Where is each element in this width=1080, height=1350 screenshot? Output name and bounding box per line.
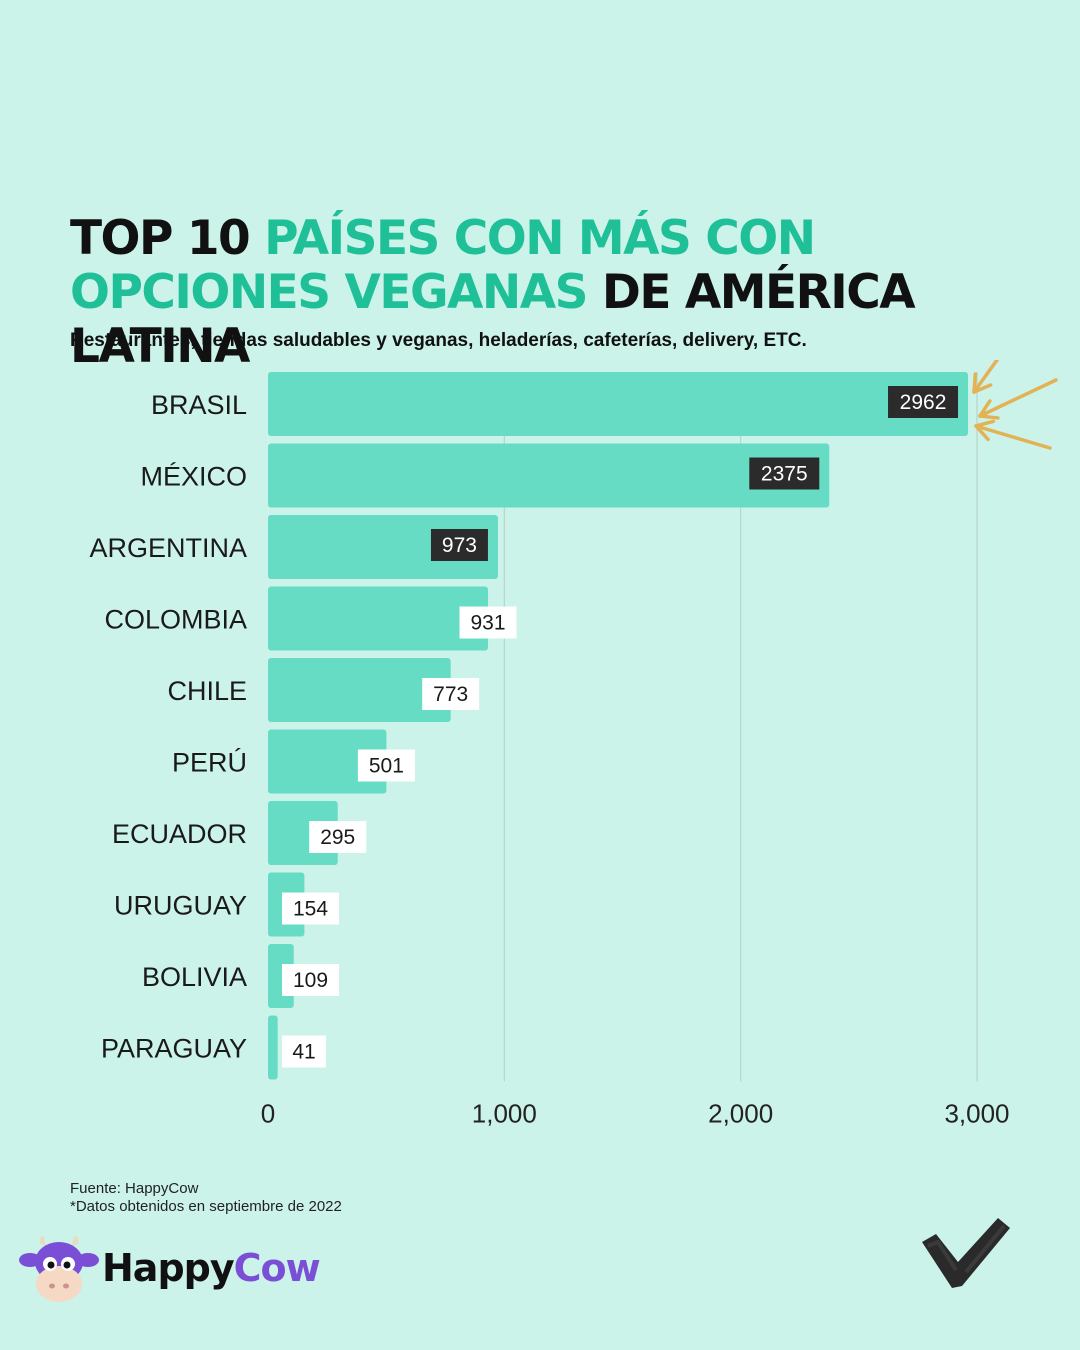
value-label: 154 (293, 898, 328, 921)
chart-title: TOP 10 PAÍSES CON MÁS CON OPCIONES VEGAN… (70, 212, 1030, 374)
category-label: PERÚ (172, 747, 247, 778)
arrow-shaft (974, 424, 1052, 450)
value-label-box (357, 749, 415, 782)
arrow-head (972, 372, 978, 394)
bar (268, 1015, 278, 1080)
footer: Fuente: HappyCow *Datos obtenidos en sep… (70, 1180, 342, 1216)
bar (268, 443, 830, 508)
bar (268, 729, 387, 794)
category-label: BRASIL (151, 390, 247, 420)
check-mark-icon (922, 1218, 1010, 1288)
arrow-annotation (972, 360, 1058, 450)
category-label: ARGENTINA (89, 533, 247, 563)
brand-name-part-2: Cow (233, 1246, 321, 1290)
cow-face-icon (19, 1236, 99, 1302)
value-label: 931 (471, 612, 506, 635)
brand-name: HappyCow (102, 1246, 321, 1290)
title-part-1: TOP 10 (70, 211, 265, 266)
value-label: 973 (442, 534, 477, 557)
arrow-shaft (972, 360, 1000, 394)
category-label: CHILE (167, 676, 247, 706)
category-label: URUGUAY (114, 891, 247, 921)
category-label: COLOMBIA (104, 605, 247, 635)
bar-chart: 0 1,000 2,000 3,000 BRASIL 2962 MÉXICO 2375 ARGE… (89, 360, 1058, 1129)
value-label: 2962 (900, 391, 947, 414)
source-note: Fuente: HappyCow (70, 1180, 199, 1197)
brand-name-part-1: Happy (102, 1246, 235, 1290)
arrow-head (978, 414, 1000, 420)
category-label: MÉXICO (140, 462, 247, 492)
value-label: 41 (292, 1041, 315, 1064)
value-label-box (888, 386, 959, 418)
x-tick-label: 0 (261, 1099, 275, 1129)
value-label-box (282, 1035, 326, 1068)
value-label-box (422, 678, 480, 710)
x-tick-label: 2,000 (708, 1099, 773, 1129)
value-label-box (430, 529, 488, 561)
value-label-box (749, 457, 820, 490)
arrow-head (974, 419, 996, 428)
value-label: 295 (320, 826, 355, 849)
value-label-box (282, 892, 339, 925)
arrow-head (978, 399, 992, 418)
arrow-head (972, 383, 993, 394)
value-label-box (459, 606, 517, 639)
date-note: *Datos obtenidos en septiembre de 2022 (70, 1198, 342, 1215)
category-label: PARAGUAY (101, 1034, 247, 1064)
title-highlight: PAÍSES CON MÁS CON OPCIONES VEGANAS (70, 211, 816, 320)
value-label: 773 (433, 683, 468, 706)
x-tick-label: 1,000 (472, 1099, 537, 1129)
category-label: ECUADOR (112, 819, 247, 849)
value-label: 501 (369, 755, 404, 778)
value-label: 109 (293, 969, 328, 992)
value-label-box (282, 964, 339, 996)
x-tick-label: 3,000 (944, 1099, 1009, 1129)
bar (268, 372, 969, 436)
title-part-3: DE AMÉRICA LATINA (70, 265, 916, 374)
category-label: BOLIVIA (142, 962, 247, 992)
chart-subtitle: Restaurantes, tiendas saludables y vegan… (70, 330, 807, 351)
bar (268, 586, 489, 651)
arrow-shaft (978, 378, 1058, 418)
value-label: 2375 (761, 463, 808, 486)
value-label-box (309, 821, 367, 853)
arrow-head (974, 424, 990, 442)
bar (268, 658, 451, 722)
